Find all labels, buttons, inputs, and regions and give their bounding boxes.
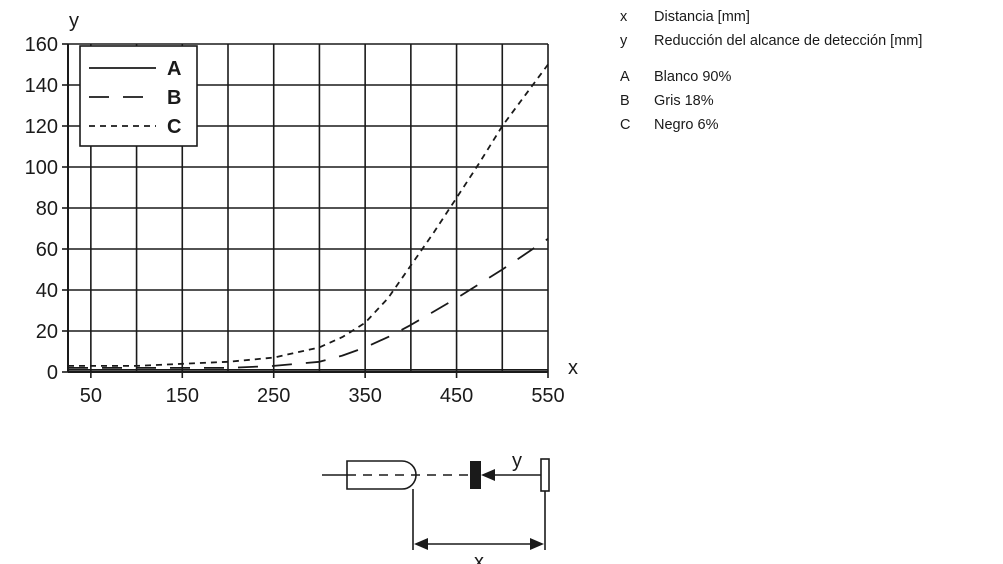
key-symbol: A (620, 69, 630, 85)
y-tick-label: 60 (36, 239, 58, 261)
x-tick-label: 550 (531, 385, 564, 407)
key-symbol: B (620, 93, 630, 109)
key-row-c: C Negro 6% (620, 113, 922, 137)
y-tick-label: 40 (36, 280, 58, 302)
x-arrowhead-right-icon (530, 538, 544, 550)
series-line-c (68, 63, 549, 367)
y-tick-label: 80 (36, 198, 58, 220)
key-row-y: y Reducción del alcance de detección [mm… (620, 29, 922, 53)
y-tick-label: 140 (25, 75, 58, 97)
reflector-icon (540, 458, 550, 492)
explanation-key: x Distancia [mm] y Reducción del alcance… (620, 5, 922, 137)
key-text: Negro 6% (654, 117, 719, 133)
legend-label-c: C (167, 116, 181, 138)
diagram-y-label: y (512, 450, 522, 472)
key-symbol: x (620, 9, 628, 25)
key-row-a: A Blanco 90% (620, 65, 922, 89)
legend-label-b: B (167, 87, 181, 109)
y-arrowhead-icon (481, 469, 495, 481)
y-tick-label: 120 (25, 116, 58, 138)
key-row-b: B Gris 18% (620, 89, 922, 113)
x-arrowhead-left-icon (414, 538, 428, 550)
legend-box (79, 45, 198, 147)
x-tick-label: 50 (80, 385, 102, 407)
x-tick-label: 350 (348, 385, 381, 407)
key-symbol: C (620, 117, 631, 133)
x-tick-label: 150 (166, 385, 199, 407)
key-symbol: y (620, 33, 628, 49)
y-tick-label: 100 (25, 157, 58, 179)
target-object-icon (470, 461, 481, 489)
key-text: Gris 18% (654, 93, 714, 109)
key-text: Distancia [mm] (654, 9, 750, 25)
diagram-x-label: x (474, 551, 484, 564)
key-text: Blanco 90% (654, 69, 732, 85)
key-row-x: x Distancia [mm] (620, 5, 922, 29)
series-line-b (68, 238, 549, 369)
x-tick-label: 450 (440, 385, 473, 407)
y-axis-label: y (69, 10, 79, 32)
x-tick-label: 250 (257, 385, 290, 407)
y-tick-label: 160 (25, 34, 58, 56)
y-tick-label: 0 (47, 362, 58, 384)
legend-label-a: A (167, 58, 181, 80)
x-axis-label: x (568, 357, 578, 379)
key-text: Reducción del alcance de detección [mm] (654, 33, 923, 49)
y-tick-label: 20 (36, 321, 58, 343)
